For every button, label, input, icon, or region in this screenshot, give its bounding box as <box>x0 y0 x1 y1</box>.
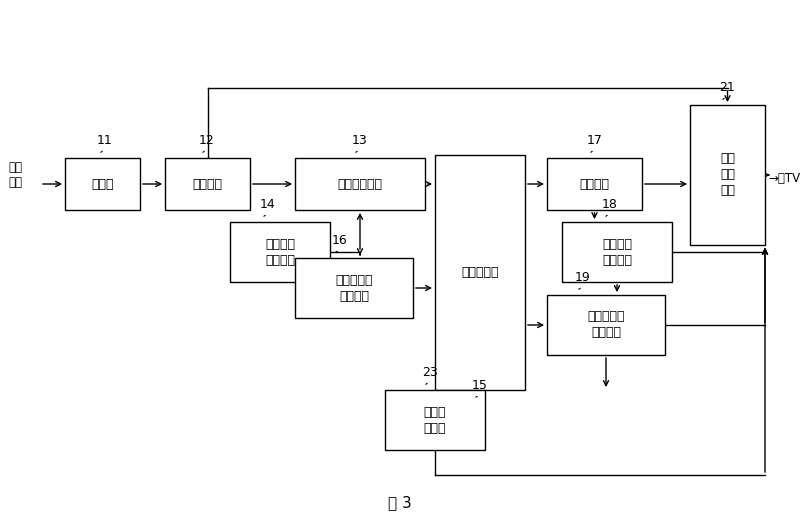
Text: 切换判
断部件: 切换判 断部件 <box>424 405 446 435</box>
Text: 压缩编码部件: 压缩编码部件 <box>338 178 382 190</box>
Bar <box>562 222 672 282</box>
Text: 时间信息
提取部件: 时间信息 提取部件 <box>602 237 632 267</box>
Bar <box>165 158 250 210</box>
Text: 14: 14 <box>260 198 276 211</box>
Bar <box>230 222 330 282</box>
Text: 输出
切换
部件: 输出 切换 部件 <box>720 153 735 198</box>
Text: 15: 15 <box>472 379 488 392</box>
Text: 23: 23 <box>422 366 438 379</box>
Bar <box>435 155 525 390</box>
Bar <box>65 158 140 210</box>
Text: 调谐器: 调谐器 <box>91 178 114 190</box>
Text: 解码部件: 解码部件 <box>579 178 610 190</box>
Text: 解调部件: 解调部件 <box>193 178 222 190</box>
Bar <box>295 158 425 210</box>
Bar <box>385 390 485 450</box>
Bar <box>547 158 642 210</box>
Text: 可缩减部分
探测部件: 可缩减部分 探测部件 <box>335 273 373 303</box>
Text: 21: 21 <box>719 81 735 94</box>
Text: 19: 19 <box>575 271 591 284</box>
Text: 来自
天线: 来自 天线 <box>8 161 22 189</box>
Text: 17: 17 <box>587 134 603 147</box>
Text: →至TV监视器: →至TV监视器 <box>768 172 800 184</box>
Text: 16: 16 <box>332 234 348 247</box>
Text: 硬盘驱动器: 硬盘驱动器 <box>462 266 498 279</box>
Text: 11: 11 <box>97 134 113 147</box>
Bar <box>547 295 665 355</box>
Text: 可缩减部分
识别部件: 可缩减部分 识别部件 <box>587 311 625 340</box>
Text: 图 3: 图 3 <box>388 495 412 510</box>
Text: 13: 13 <box>352 134 368 147</box>
Text: 12: 12 <box>199 134 215 147</box>
Bar <box>295 258 413 318</box>
Bar <box>690 105 765 245</box>
Text: 时间信息
产生部件: 时间信息 产生部件 <box>265 237 295 267</box>
Text: 18: 18 <box>602 198 618 211</box>
